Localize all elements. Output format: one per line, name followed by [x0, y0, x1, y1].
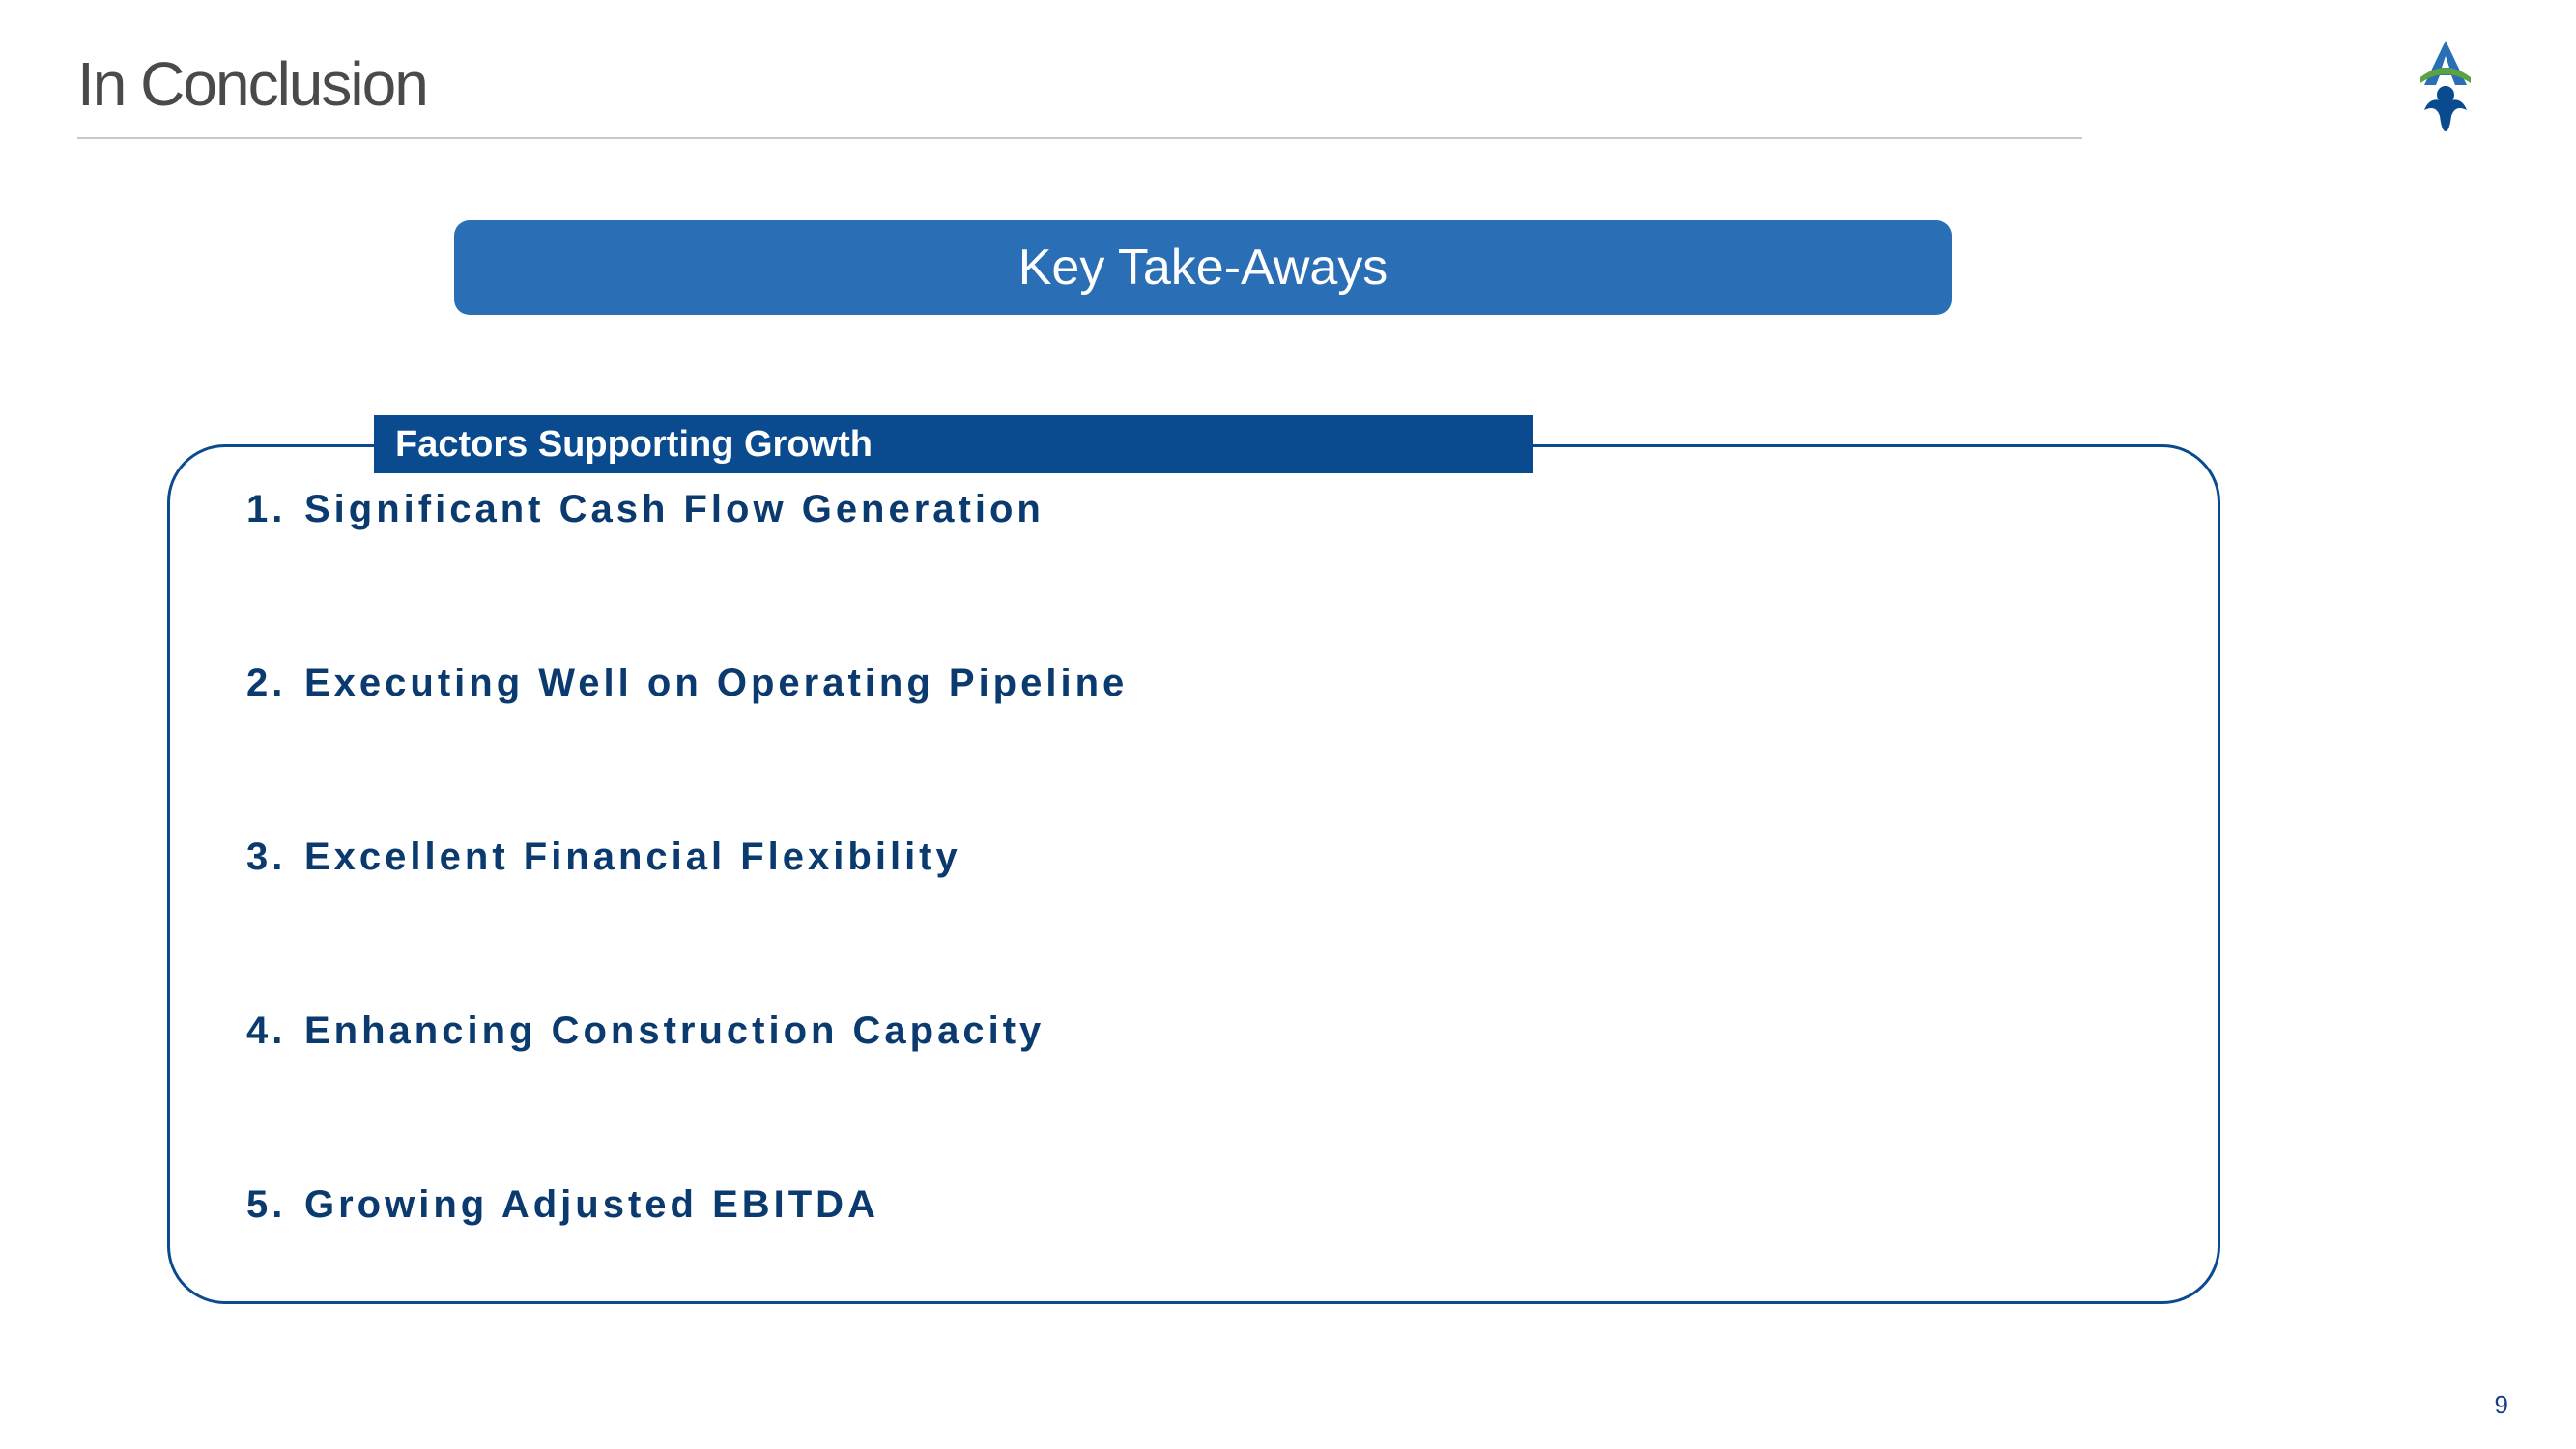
factors-banner-text: Factors Supporting Growth	[395, 424, 873, 466]
key-takeaways-banner: Key Take-Aways	[454, 220, 1952, 315]
slide-title: In Conclusion	[77, 48, 2499, 120]
list-item-label: Growing Adjusted EBITDA	[304, 1183, 879, 1226]
factors-banner: Factors Supporting Growth	[374, 415, 1533, 473]
logo-figure-body-icon	[2424, 99, 2467, 131]
title-rule	[77, 137, 2082, 139]
company-logo	[2407, 39, 2484, 135]
list-item-label: Enhancing Construction Capacity	[304, 1009, 1045, 1052]
list-item: 4.Enhancing Construction Capacity	[246, 1009, 2082, 1053]
slide-root: In Conclusion Key Take-Aways Factors Sup…	[0, 0, 2576, 1449]
factors-list: 1.Significant Cash Flow Generation 2.Exe…	[246, 488, 2082, 1357]
list-item: 3.Excellent Financial Flexibility	[246, 836, 2082, 879]
list-item: 1.Significant Cash Flow Generation	[246, 488, 2082, 531]
page-number: 9	[2495, 1390, 2508, 1420]
list-item: 5.Growing Adjusted EBITDA	[246, 1183, 2082, 1227]
logo-letter-a-icon	[2424, 41, 2467, 85]
key-takeaways-text: Key Take-Aways	[1018, 239, 1388, 297]
list-item-label: Significant Cash Flow Generation	[304, 488, 1045, 530]
list-item-label: Excellent Financial Flexibility	[304, 836, 961, 878]
list-item: 2.Executing Well on Operating Pipeline	[246, 662, 2082, 705]
list-item-label: Executing Well on Operating Pipeline	[304, 662, 1128, 704]
